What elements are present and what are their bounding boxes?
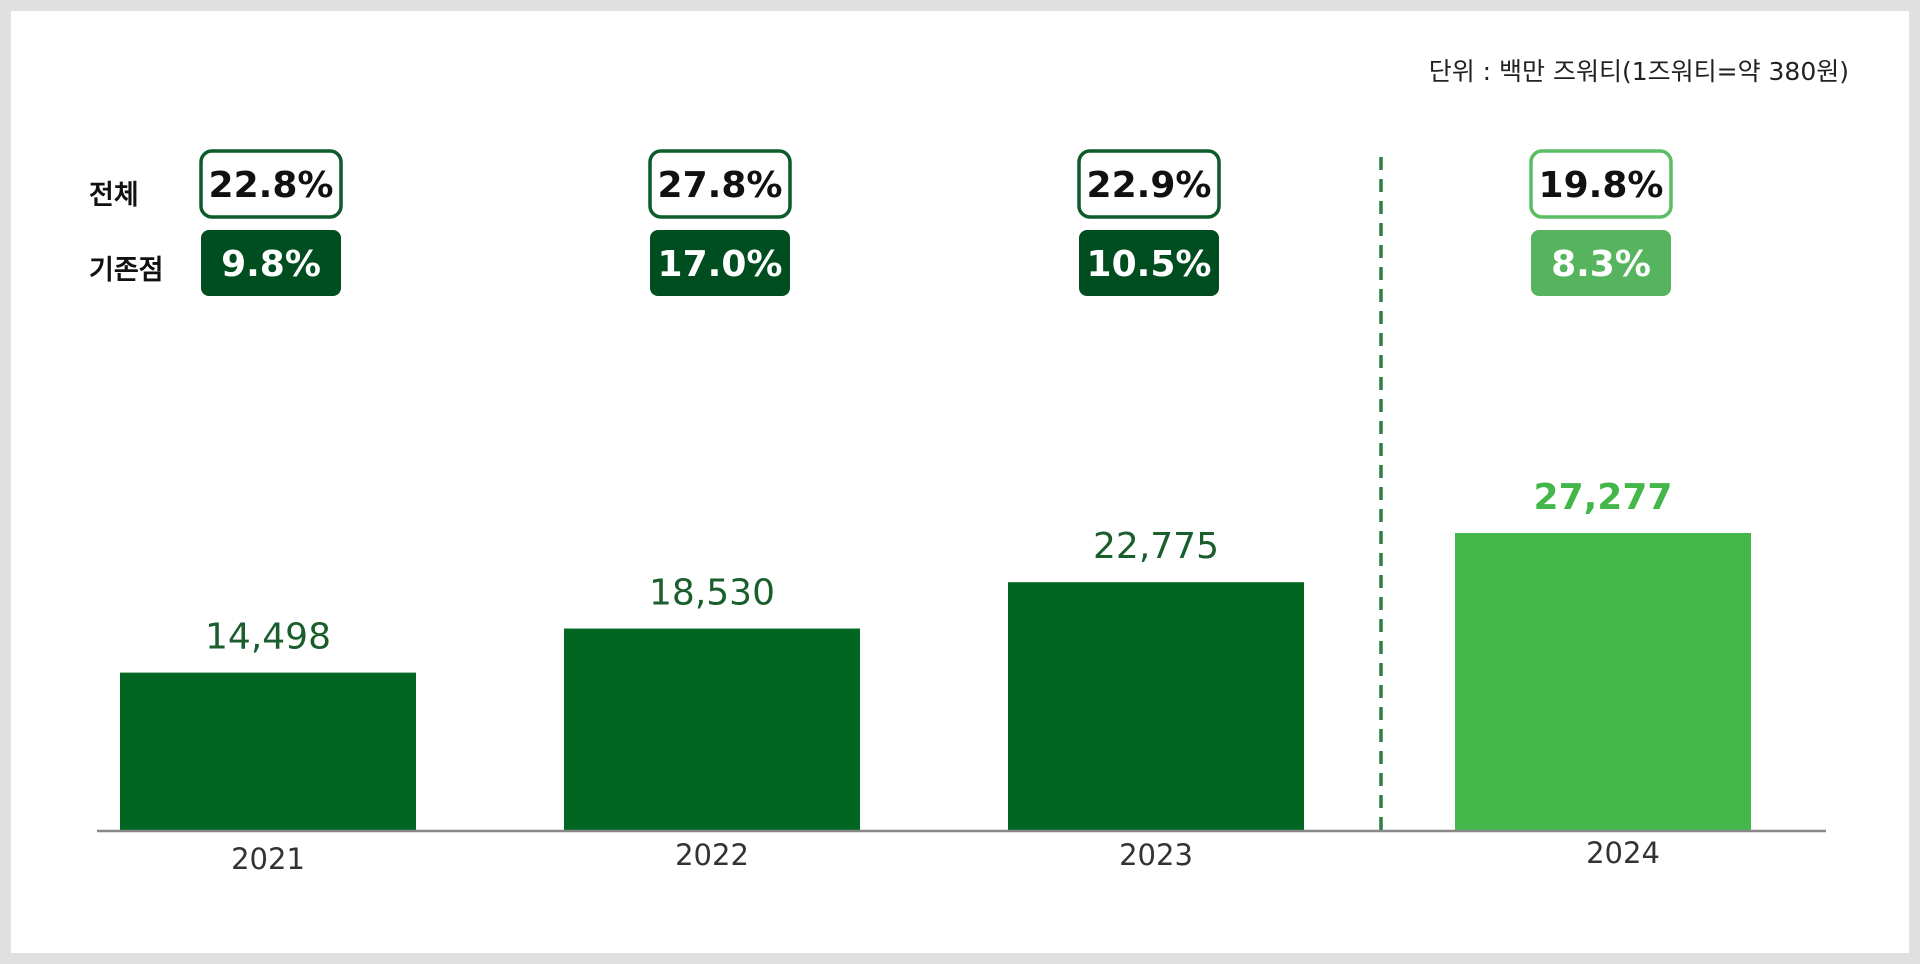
growth-total-2023: 22.9% bbox=[1087, 165, 1212, 206]
x-tick-labels: 2021 2022 2023 2024 bbox=[231, 836, 1660, 876]
chart-frame: 단위 : 백만 즈워티(1즈워티=약 380원) 전체 기존점 22.8% 9.8… bbox=[11, 11, 1909, 953]
unit-note: 단위 : 백만 즈워티(1즈워티=약 380원) bbox=[1429, 57, 1849, 86]
x-tick-2022: 2022 bbox=[675, 838, 749, 872]
bar-2022 bbox=[564, 628, 860, 831]
x-tick-2024: 2024 bbox=[1586, 836, 1660, 870]
bar-2021 bbox=[120, 672, 416, 831]
badge-total-2021 bbox=[199, 149, 343, 219]
bar-2024 bbox=[1455, 532, 1751, 831]
row-label-total: 전체 bbox=[89, 180, 139, 211]
badge-total-2024 bbox=[1529, 149, 1673, 219]
value-label-2021: 14,498 bbox=[205, 617, 331, 658]
growth-existing-2024: 8.3% bbox=[1551, 244, 1651, 285]
badge-existing-2024 bbox=[1531, 230, 1671, 296]
value-label-2024: 27,277 bbox=[1534, 477, 1673, 518]
badge-existing-2022 bbox=[650, 230, 790, 296]
bar-2023 bbox=[1008, 582, 1304, 831]
growth-total-2022: 27.8% bbox=[658, 165, 783, 206]
row-label-existing: 기존점 bbox=[89, 255, 164, 286]
growth-total-2024: 19.8% bbox=[1539, 165, 1664, 206]
badge-total-2022 bbox=[648, 149, 792, 219]
value-labels: 14,498 18,530 22,775 27,277 bbox=[205, 477, 1672, 658]
x-tick-2023: 2023 bbox=[1119, 838, 1193, 872]
growth-total-2021: 22.8% bbox=[209, 165, 334, 206]
growth-badges: 22.8% 9.8% 27.8% 17.0% 22.9% 10.5% 19.8% 8.3% bbox=[199, 149, 1673, 296]
value-label-2023: 22,775 bbox=[1093, 526, 1219, 567]
badge-existing-2023 bbox=[1079, 230, 1219, 296]
bar-chart: 단위 : 백만 즈워티(1즈워티=약 380원) 전체 기존점 22.8% 9.8… bbox=[89, 57, 1849, 876]
growth-existing-2022: 17.0% bbox=[658, 244, 783, 285]
x-tick-2021: 2021 bbox=[231, 842, 305, 876]
growth-existing-2023: 10.5% bbox=[1087, 244, 1212, 285]
badge-existing-2021 bbox=[201, 230, 341, 296]
value-label-2022: 18,530 bbox=[649, 573, 775, 614]
growth-existing-2021: 9.8% bbox=[221, 244, 321, 285]
badge-total-2023 bbox=[1077, 149, 1221, 219]
bars bbox=[120, 532, 1751, 831]
